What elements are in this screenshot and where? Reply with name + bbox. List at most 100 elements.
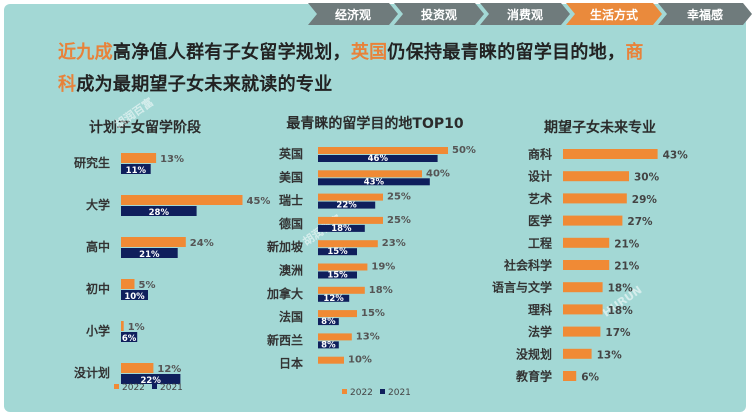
stage-bar-2021 (121, 332, 138, 342)
stage-value-label-2021: 28% (149, 208, 170, 218)
major-category-label: 工程 (528, 235, 552, 250)
dest-bar-2022 (318, 356, 344, 364)
dest-category-label: 新加坡 (267, 239, 304, 254)
major-bar-2022 (563, 149, 658, 159)
dest-legend-label: 2021 (388, 388, 411, 398)
dest-bar-2022 (318, 263, 368, 271)
stage-value-label-2022: 24% (190, 238, 214, 249)
dest-value-label-2021: 8% (321, 317, 336, 327)
major-bar-2022 (563, 237, 610, 248)
stage-category-label: 小学 (86, 323, 110, 338)
dest-category-label: 德国 (279, 216, 303, 231)
dest-category-label: 美国 (279, 169, 303, 184)
major-bar-2022 (563, 326, 601, 337)
major-value-label: 6% (581, 372, 599, 384)
tab-lifestyle[interactable]: 生活方式 (566, 3, 662, 25)
dest-value-label-2022: 15% (361, 308, 385, 319)
dest-value-label-2021: 46% (368, 154, 389, 164)
major-value-label: 43% (663, 150, 689, 162)
tab-happiness[interactable]: 幸福感 (658, 3, 752, 25)
major-value-label: 18% (608, 305, 634, 317)
dest-bar-2021 (318, 294, 350, 302)
dest-legend-swatch (380, 389, 385, 394)
dest-value-label-2022: 19% (371, 262, 395, 273)
chart1-title: 计划子女留学阶段 (89, 120, 201, 136)
major-bar-2022 (563, 348, 592, 359)
major-category-label: 教育学 (515, 369, 552, 384)
dest-category-label: 日本 (279, 356, 303, 371)
major-bar-2022 (563, 171, 629, 182)
dest-value-label-2021: 22% (336, 201, 357, 211)
stage-bar-2022 (121, 153, 157, 163)
dest-value-label-2022: 50% (452, 145, 476, 156)
stage-value-label-2022: 13% (160, 154, 184, 165)
dest-bar-2021 (318, 248, 357, 256)
stage-category-label: 研究生 (74, 155, 110, 170)
dest-bar-2022 (318, 310, 357, 318)
stage-bar-2022 (121, 279, 135, 289)
major-value-label: 30% (634, 172, 660, 184)
major-bar-2022 (563, 193, 627, 204)
headline-highlight: 英国 (350, 42, 388, 63)
dest-value-label-2021: 12% (323, 294, 344, 304)
stage-legend-swatch (152, 384, 157, 389)
major-category-label: 商科 (528, 147, 552, 162)
headline-highlight: 近九成 (58, 42, 113, 63)
major-category-label: 社会科学 (503, 258, 552, 273)
headline-line2: 科成为最期望子女未来就读的专业 (58, 70, 333, 96)
headline-highlight: 科 (58, 74, 77, 95)
major-category-label: 艺术 (528, 191, 552, 206)
stage-category-label: 高中 (86, 239, 110, 254)
dest-legend-swatch (342, 389, 347, 394)
stage-bar-2021 (121, 290, 148, 300)
stage-category-label: 没计划 (74, 365, 110, 380)
dest-bar-2022 (318, 170, 422, 178)
dest-bar-2022 (318, 240, 378, 248)
dest-bar-2021 (318, 178, 430, 186)
stage-legend-label: 2021 (160, 383, 183, 393)
major-value-label: 21% (614, 261, 640, 273)
major-value-label: 17% (605, 327, 631, 339)
dest-bar-2022 (318, 286, 365, 294)
dest-legend-label: 2022 (350, 388, 373, 398)
dest-value-label-2022: 40% (426, 168, 450, 179)
major-bar-2022 (563, 304, 603, 315)
stage-value-label-2021: 21% (139, 250, 160, 260)
dest-bar-2021 (318, 271, 357, 279)
major-value-label: 18% (608, 283, 634, 295)
stage-bar-2021 (121, 206, 197, 216)
section-tabs: 经济观 投资观 消费观 生活方式 幸福感 (308, 3, 752, 25)
dest-category-label: 法国 (279, 309, 303, 324)
dest-value-label-2021: 8% (321, 340, 336, 350)
headline-text: 成为最期望子女未来就读的专业 (76, 74, 333, 95)
headline-text: 高净值人群有子女留学规划， (112, 42, 351, 63)
dest-bar-2021 (318, 201, 376, 209)
major-category-label: 设计 (528, 169, 552, 184)
stage-bar-2022 (121, 237, 186, 247)
chart3-title: 期望子女未来专业 (544, 120, 656, 136)
major-category-label: 理科 (528, 302, 552, 317)
major-value-label: 21% (614, 238, 640, 250)
dest-category-label: 英国 (279, 146, 303, 161)
major-bar-2022 (563, 282, 603, 293)
stage-bar-2021 (121, 164, 151, 174)
dest-bar-2022 (318, 333, 352, 341)
dest-value-label-2022: 13% (356, 331, 380, 342)
stage-bar-2021 (121, 248, 178, 258)
major-category-label: 医学 (528, 213, 552, 228)
stage-bar-2022 (121, 321, 124, 331)
major-bar-2022 (563, 371, 577, 381)
tab-consumption[interactable]: 消费观 (480, 3, 570, 25)
major-bar-2022 (563, 215, 623, 226)
headline-line1: 近九成高净值人群有子女留学规划，英国仍保持最青睐的留学目的地，商 (58, 38, 644, 64)
dest-bar-2021 (318, 341, 339, 349)
dest-bar-2021 (318, 155, 438, 162)
tab-investment[interactable]: 投资观 (394, 3, 484, 25)
major-value-label: 29% (632, 194, 658, 206)
stage-legend-label: 2022 (122, 383, 145, 393)
tab-economy[interactable]: 经济观 (308, 3, 398, 25)
dest-category-label: 加拿大 (266, 286, 303, 301)
stage-category-label: 初中 (86, 281, 110, 296)
